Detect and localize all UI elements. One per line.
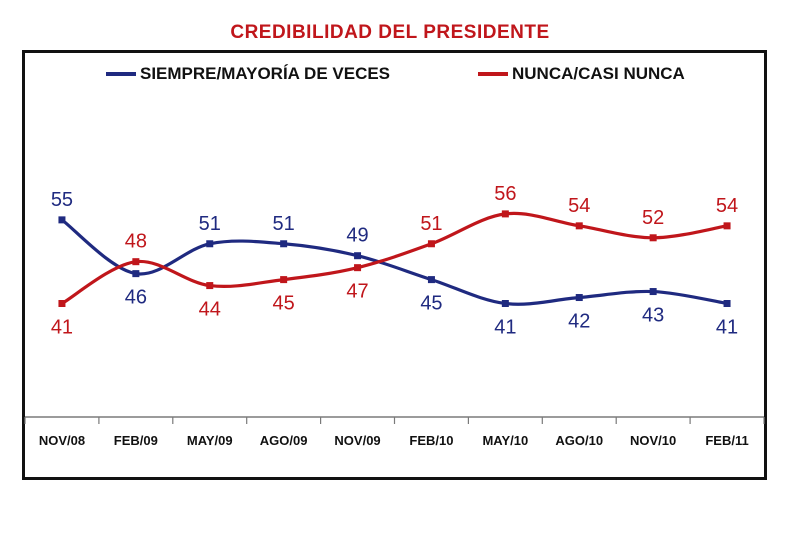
x-tick-label: NOV/09 [334,433,380,448]
data-point-nunca [132,258,140,266]
x-tick-label: NOV/08 [39,433,85,448]
chart-title: CREDIBILIDAD DEL PRESIDENTE [230,22,550,43]
data-point-siempre [427,276,435,284]
data-point-nunca [723,222,731,230]
series-line-siempre [60,218,728,306]
data-label-nunca: 44 [199,299,221,321]
data-label-siempre: 49 [346,225,368,247]
data-point-nunca [501,210,509,218]
x-tick-label: AGO/10 [555,433,603,448]
data-point-siempre [354,252,362,260]
x-tick-label: MAY/10 [482,433,528,448]
data-point-nunca [427,240,435,248]
data-label-nunca: 51 [420,213,442,235]
data-point-siempre [723,300,731,307]
data-point-nunca [649,234,657,242]
data-label-nunca: 56 [494,183,516,205]
x-tick-label: FEB/11 [705,433,748,448]
x-tick-label: MAY/09 [187,433,233,448]
data-label-siempre: 42 [568,311,590,333]
data-label-nunca: 54 [568,195,590,217]
data-label-siempre: 41 [716,317,738,339]
x-tick-label: NOV/10 [630,433,676,448]
legend-label-nunca: NUNCA/CASI NUNCA [512,64,685,83]
data-label-nunca: 54 [716,195,738,217]
legend-swatch-nunca [478,72,508,76]
data-label-siempre: 45 [420,293,442,315]
data-point-nunca [206,282,214,290]
data-label-siempre: 41 [494,317,516,339]
data-point-siempre [501,300,509,307]
data-label-nunca: 48 [125,231,147,253]
data-point-siempre [575,294,583,302]
data-point-siempre [58,216,66,224]
x-tick-label: FEB/09 [114,433,158,448]
data-point-nunca [354,264,362,272]
legend-label-siempre: SIEMPRE/MAYORÍA DE VECES [140,64,391,83]
x-tick-label: AGO/09 [260,433,308,448]
data-label-nunca: 41 [51,317,73,339]
data-label-siempre: 51 [199,213,221,235]
data-label-siempre: 55 [51,189,73,211]
data-label-siempre: 43 [642,305,664,327]
data-point-nunca [575,222,583,230]
legend-swatch-siempre [106,72,136,76]
data-point-nunca [58,300,66,307]
data-point-siempre [206,240,214,248]
legend-item-nunca: NUNCA/CASI NUNCA [478,64,685,84]
x-tick-label: FEB/10 [409,433,453,448]
legend-item-siempre: SIEMPRE/MAYORÍA DE VECES [106,64,390,84]
data-label-siempre: 46 [125,287,147,309]
data-label-siempre: 51 [273,213,295,235]
series-line-nunca [61,211,728,305]
data-point-siempre [280,240,288,248]
data-label-nunca: 47 [346,281,368,303]
data-point-siempre [649,288,657,296]
data-label-nunca: 52 [642,207,664,229]
data-point-siempre [132,270,140,278]
data-point-nunca [280,276,288,284]
chart-frame [22,50,767,480]
data-label-nunca: 45 [273,293,295,315]
